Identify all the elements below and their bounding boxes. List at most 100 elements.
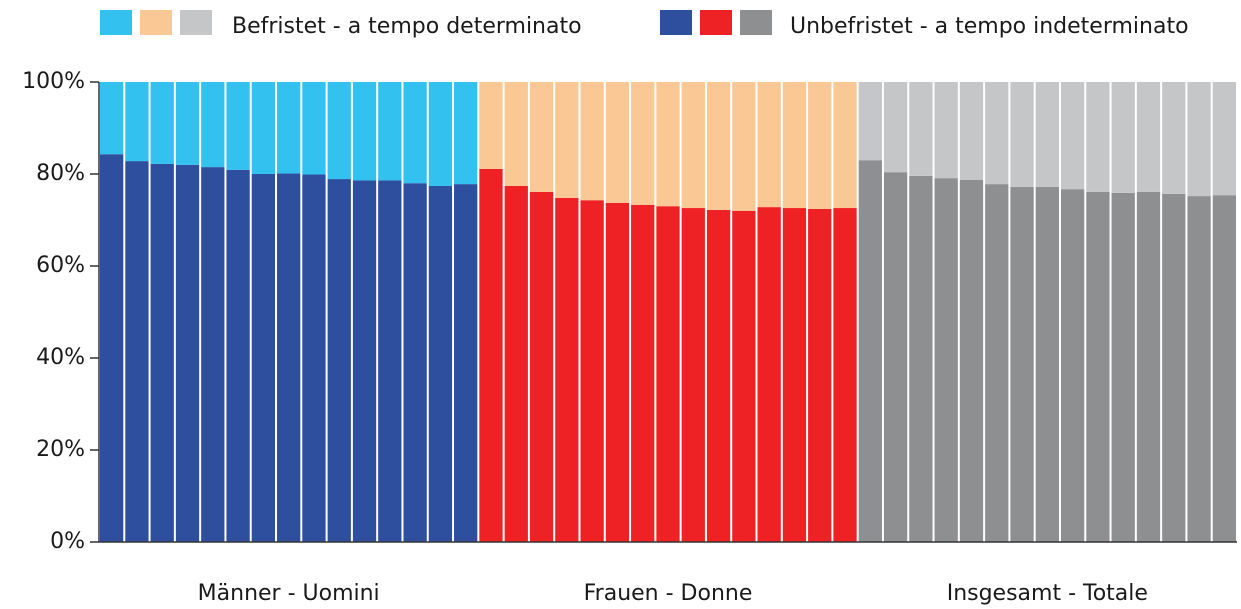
y-tick-label: 100% xyxy=(22,69,85,94)
legend-swatch xyxy=(700,10,732,35)
bar-segment xyxy=(454,184,478,542)
bar-segment xyxy=(1187,82,1211,197)
bar-segment xyxy=(277,173,301,543)
bar-segment xyxy=(100,82,124,155)
legend-swatch xyxy=(180,10,212,35)
bar-segment xyxy=(1111,82,1135,193)
bar-segment xyxy=(1162,193,1186,542)
bar-segment xyxy=(378,82,402,181)
bar-segment xyxy=(808,82,832,209)
bar-segment xyxy=(352,82,377,181)
bar-segment xyxy=(631,82,655,205)
y-tick-label: 40% xyxy=(36,345,85,370)
bar-segment xyxy=(858,160,882,542)
bar-segment xyxy=(782,208,807,543)
bar-segment xyxy=(656,206,680,542)
bar-segment xyxy=(959,82,984,180)
bar-segment xyxy=(757,82,781,208)
bar-segment xyxy=(858,82,882,161)
bar-segment xyxy=(808,208,832,542)
bar-segment xyxy=(529,82,554,192)
bar-segment xyxy=(150,82,174,164)
bar-segment xyxy=(1136,191,1161,542)
bar-segment xyxy=(1035,186,1059,542)
bar-segment xyxy=(555,197,579,543)
bar-segment xyxy=(1212,195,1236,542)
bar-segment xyxy=(883,172,908,542)
bar-segment xyxy=(656,82,680,207)
bar-segment xyxy=(1035,82,1059,187)
y-tick-label: 0% xyxy=(50,529,85,554)
bar-segment xyxy=(1111,192,1135,543)
bar-segment xyxy=(327,179,351,542)
bar-segment xyxy=(909,175,933,542)
legend-label: Unbefristet - a tempo indeterminato xyxy=(790,14,1189,39)
bar-segment xyxy=(1010,82,1034,187)
bar-segment xyxy=(580,200,604,542)
bar-segment xyxy=(605,202,630,543)
bar-segment xyxy=(175,164,200,543)
bar-segment xyxy=(327,82,351,180)
group-label: Männer - Uomini xyxy=(198,581,380,606)
bar-segment xyxy=(985,82,1009,185)
bar-segment xyxy=(454,82,478,185)
bar-segment xyxy=(352,180,377,542)
legend-swatch xyxy=(100,10,132,35)
bar-segment xyxy=(226,169,250,543)
bar-segment xyxy=(175,82,200,165)
legend-swatch xyxy=(740,10,772,35)
bar-segment xyxy=(934,178,958,542)
bar-segment xyxy=(302,82,326,175)
bar-segment xyxy=(909,82,933,176)
bar-segment xyxy=(479,82,503,169)
bar-segment xyxy=(681,208,705,543)
bar-segment xyxy=(529,191,554,542)
bar-segment xyxy=(125,161,149,542)
bar-segment xyxy=(1086,82,1110,192)
bar-segment xyxy=(479,168,503,542)
bar-segment xyxy=(251,174,276,542)
legend-swatch xyxy=(660,10,692,35)
bar-segment xyxy=(504,185,528,542)
bar-segment xyxy=(706,209,731,542)
bar-segment xyxy=(428,185,453,542)
bar-segment xyxy=(833,82,857,209)
bar-segment xyxy=(782,82,807,209)
bar-segment xyxy=(883,82,908,173)
bar-segment xyxy=(201,167,225,542)
bar-segment xyxy=(403,183,427,542)
bar-segment xyxy=(605,82,630,203)
bar-segment xyxy=(985,184,1009,542)
bar-segment xyxy=(277,82,301,174)
bar-segment xyxy=(934,82,958,179)
bar-segment xyxy=(681,82,705,209)
y-tick-label: 60% xyxy=(36,253,85,278)
bar-segment xyxy=(251,82,276,174)
legend-label: Befristet - a tempo determinato xyxy=(232,14,582,39)
y-tick-label: 20% xyxy=(36,437,85,462)
bar-segment xyxy=(1136,82,1161,192)
bar-segment xyxy=(100,154,124,542)
bar-segment xyxy=(1060,82,1085,190)
bar-segment xyxy=(732,82,756,211)
bar-segment xyxy=(201,82,225,168)
bar-segment xyxy=(1187,196,1211,542)
bar-segment xyxy=(125,82,149,162)
y-tick-label: 80% xyxy=(36,161,85,186)
bar-segment xyxy=(706,82,731,210)
bar-segment xyxy=(1010,186,1034,542)
group-label: Frauen - Donne xyxy=(584,581,753,606)
bar-segment xyxy=(302,174,326,542)
bar-segment xyxy=(428,82,453,186)
bar-segment xyxy=(378,180,402,542)
bar-segment xyxy=(504,82,528,186)
bar-segment xyxy=(403,82,427,184)
bar-segment xyxy=(757,207,781,542)
bar-segment xyxy=(1060,189,1085,542)
bar-segment xyxy=(1162,82,1186,194)
bar-segment xyxy=(732,210,756,543)
bar-segment xyxy=(150,163,174,542)
legend-swatch xyxy=(140,10,172,35)
bar-segment xyxy=(833,208,857,543)
